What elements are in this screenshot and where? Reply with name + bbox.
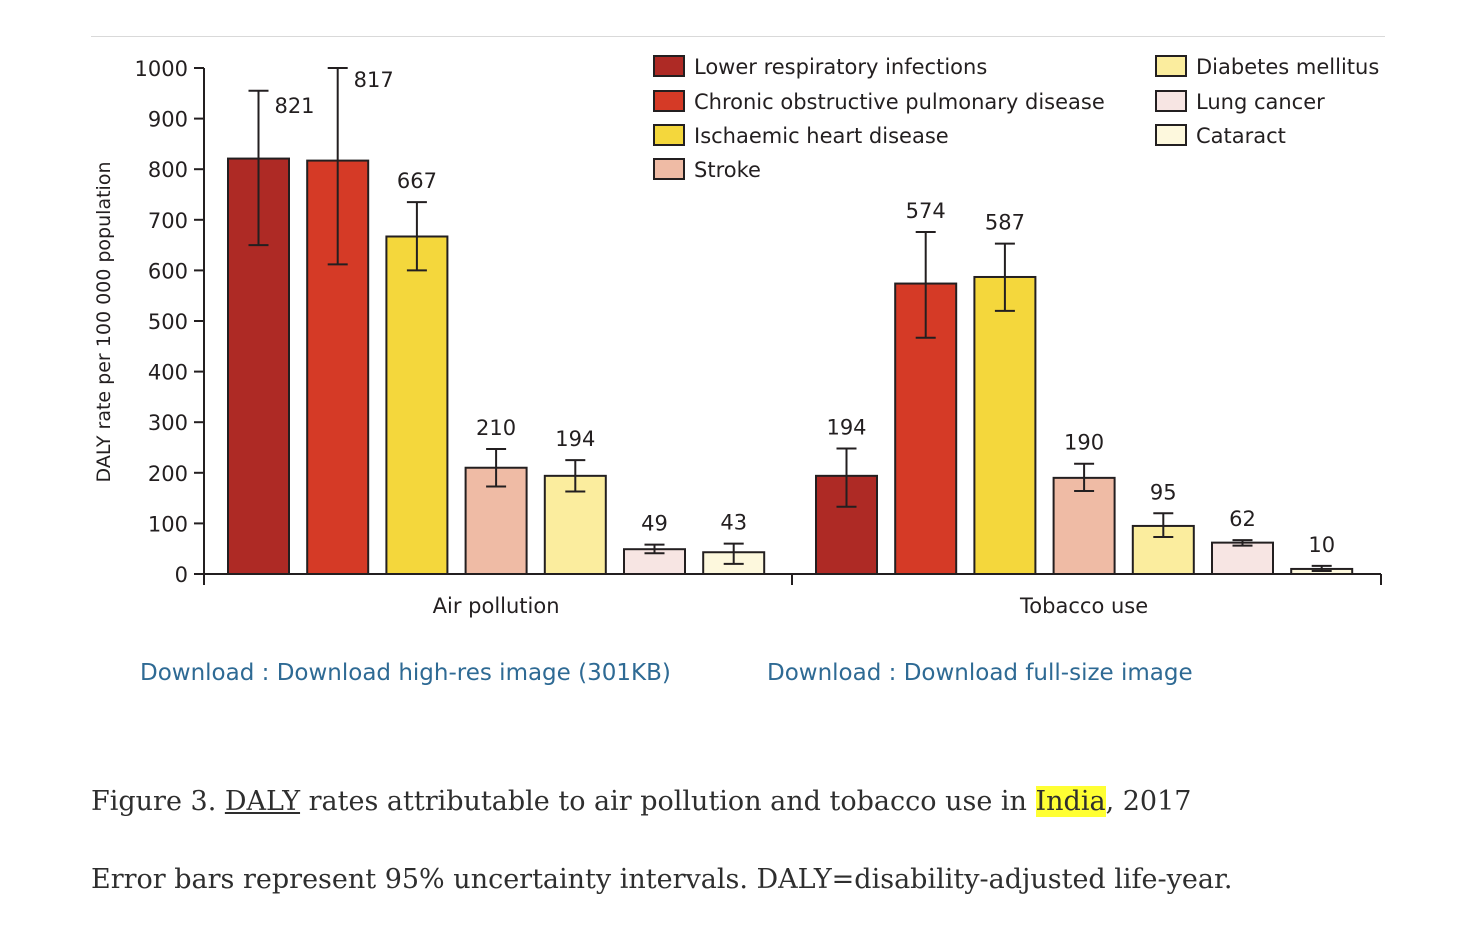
legend-swatch [1155, 90, 1187, 112]
value-label: 194 [826, 416, 866, 440]
y-tick-label: 800 [148, 158, 188, 182]
legend-swatch [1155, 55, 1187, 77]
caption-prefix: Figure 3. [91, 786, 225, 817]
bar [973, 275, 1037, 575]
value-label: 210 [476, 416, 516, 440]
value-label: 587 [985, 211, 1025, 235]
bar [1211, 541, 1274, 575]
y-tick-label: 300 [148, 411, 188, 435]
value-label: 43 [720, 511, 747, 535]
y-tick-label: 700 [148, 209, 188, 233]
daly-bar-chart: DALY rate per 100 000 population 0 100 200… [93, 55, 1382, 618]
y-tick-label: 0 [175, 563, 188, 587]
legend-entry: Lower respiratory infections [694, 55, 987, 79]
value-label: 194 [555, 427, 595, 451]
caption-highlight: India [1035, 786, 1106, 817]
legend-swatch [653, 90, 685, 112]
value-label: 190 [1064, 431, 1104, 455]
x-category-label: Tobacco use [1019, 594, 1148, 618]
bar [1052, 476, 1116, 575]
value-label: 821 [274, 94, 314, 118]
y-tick-label: 500 [148, 310, 188, 334]
caption-middle: rates attributable to air pollution and … [300, 786, 1036, 817]
x-category-label: Air pollution [433, 594, 560, 618]
y-tick-label: 600 [148, 259, 188, 283]
legend-swatch [653, 55, 685, 77]
value-label: 574 [906, 199, 946, 223]
bar [894, 282, 958, 575]
legend-entry: Lung cancer [1196, 90, 1325, 114]
legend-entry: Ischaemic heart disease [694, 124, 949, 148]
caption-suffix: , 2017 [1105, 786, 1192, 817]
legend-entry: Diabetes mellitus [1196, 55, 1379, 79]
top-divider [91, 36, 1385, 37]
figure-caption: Figure 3. DALY rates attributable to air… [91, 786, 1191, 817]
legend-entry: Stroke [694, 158, 761, 182]
y-tick-label: 400 [148, 361, 188, 385]
y-tick-label: 200 [148, 462, 188, 486]
legend-entry: Cataract [1196, 124, 1286, 148]
legend-swatch [653, 158, 685, 180]
value-label: 62 [1229, 507, 1256, 531]
figure-note: Error bars represent 95% uncertainty int… [91, 864, 1233, 895]
download-full-size-link[interactable]: Download : Download full-size image [767, 660, 1193, 686]
value-label: 10 [1308, 533, 1335, 557]
legend-swatch [653, 124, 685, 146]
y-tick-label: 100 [148, 512, 188, 536]
legend-swatch [1155, 124, 1187, 146]
value-label: 667 [397, 169, 437, 193]
y-tick-label: 900 [148, 108, 188, 132]
value-label: 49 [641, 512, 668, 536]
legend-entry: Chronic obstructive pulmonary disease [694, 90, 1105, 114]
daly-link[interactable]: DALY [224, 786, 301, 817]
bar [385, 235, 449, 576]
y-axis-label: DALY rate per 100 000 population [93, 162, 115, 483]
download-high-res-link[interactable]: Download : Download high-res image (301K… [140, 660, 671, 686]
value-label: 817 [354, 68, 394, 92]
value-label: 95 [1150, 480, 1177, 504]
y-tick-label: 1000 [135, 57, 188, 81]
